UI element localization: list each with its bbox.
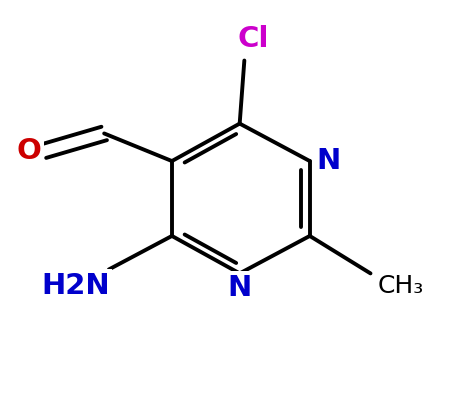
Text: H2N: H2N (41, 272, 110, 300)
Text: CH₃: CH₃ (378, 274, 424, 298)
Text: Cl: Cl (238, 25, 269, 53)
Text: O: O (16, 137, 41, 165)
Text: N: N (316, 147, 341, 175)
Text: N: N (227, 274, 252, 303)
